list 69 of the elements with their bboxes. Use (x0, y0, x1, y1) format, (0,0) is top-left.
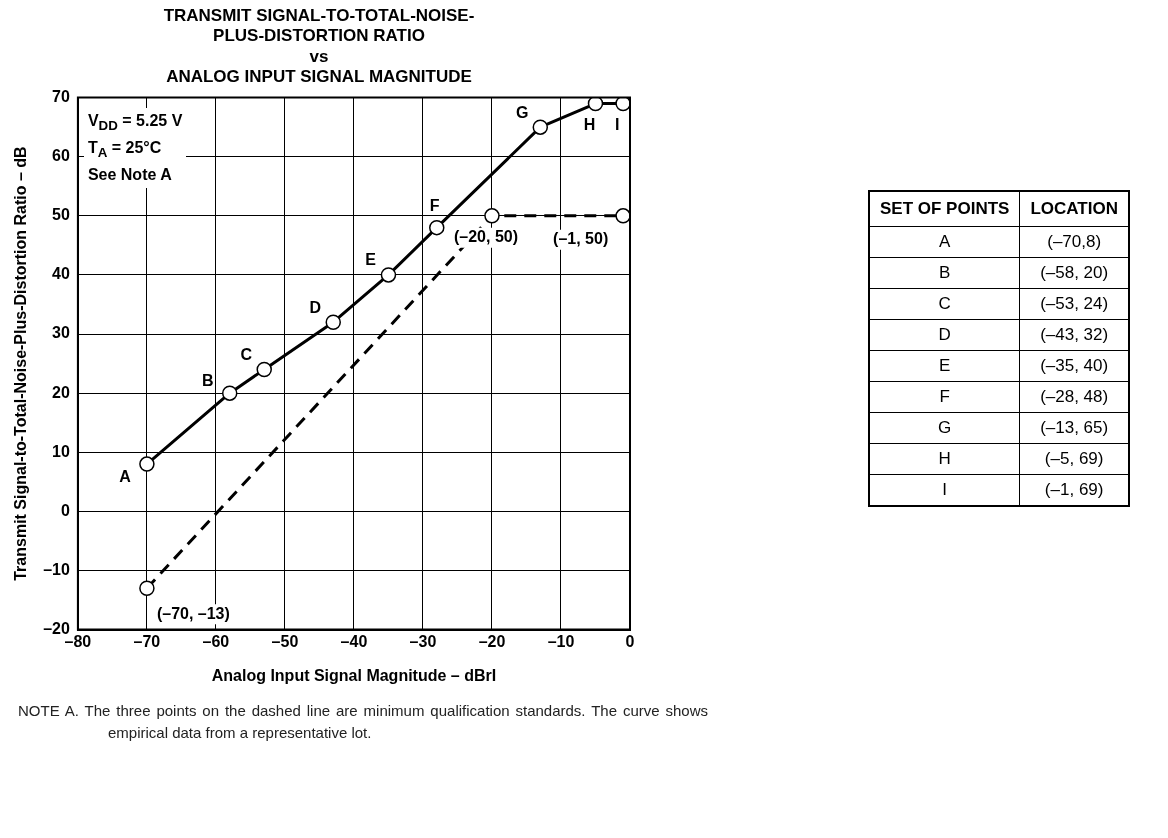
y-tick-label: –20 (43, 620, 70, 638)
text: LOCATION (1019, 191, 1129, 227)
text: (–35, 40) (1019, 350, 1129, 382)
data-label: (–70, –13) (156, 604, 230, 622)
annotation: H (583, 115, 596, 133)
chart-title: TRANSMIT SIGNAL-TO-TOTAL-NOISE- PLUS-DISTORTION RATIO vs ANALOG INPUT SIGNAL MAGNITUDE (163, 5, 475, 87)
x-tick-label: –60 (202, 632, 230, 650)
y-tick-label: 40 (52, 265, 70, 283)
x-axis-title: Analog Input Signal Magnitude – dBrI (211, 666, 497, 684)
annotation: I (614, 115, 620, 133)
annotation: V$_{DD}$ = 5.25 V (87, 111, 183, 133)
text: F (939, 386, 950, 406)
text: E (939, 355, 951, 375)
point (139, 580, 155, 596)
point (256, 361, 272, 378)
x-tick-label: 0 (625, 632, 635, 650)
text: G (938, 417, 952, 437)
text: (–1, 69) (1019, 474, 1129, 506)
text: D (938, 324, 951, 344)
point (532, 119, 549, 135)
y-axis-title: Transmit Signal-to-Total-Noise-Plus-Distortion Ratio – dB (12, 146, 30, 581)
data-label: (–20, 50) (453, 228, 519, 246)
annotation: F (429, 197, 440, 215)
text: A (939, 231, 951, 251)
point (139, 456, 155, 472)
point (587, 97, 604, 112)
x-tick-label: –50 (271, 632, 299, 650)
point (615, 208, 630, 224)
point (380, 267, 397, 283)
y-tick-label: 30 (52, 324, 70, 342)
annotation: A (119, 468, 132, 486)
y-tick-label: 50 (52, 206, 70, 224)
text: (–58, 20) (1019, 257, 1129, 289)
data-label: (–1, 50) (553, 230, 609, 248)
text: H (938, 448, 951, 468)
text: SET OF POINTS (869, 191, 1020, 227)
y-tick-label: 0 (60, 501, 70, 519)
text: C (938, 293, 951, 313)
point (484, 208, 500, 224)
text: B (939, 262, 951, 282)
point (325, 314, 341, 330)
point (221, 385, 238, 401)
annotation: T$_{A}$ = 25°C (87, 138, 162, 160)
text: (–70,8) (1019, 226, 1129, 258)
y-tick-label: 10 (52, 442, 70, 460)
x-tick-label: –40 (340, 632, 368, 650)
annotation: E (365, 251, 377, 269)
y-tick-label: 70 (52, 88, 70, 106)
x-tick-label: –70 (133, 632, 161, 650)
text: I (942, 479, 948, 499)
text: (–28, 48) (1019, 381, 1129, 413)
annotation: G (516, 103, 529, 121)
text: (–13, 65) (1019, 412, 1129, 444)
annotation: B (201, 371, 214, 389)
x-tick-label: –20 (478, 632, 506, 650)
point (615, 97, 630, 112)
annotation: D (309, 298, 322, 316)
point (429, 219, 445, 236)
x-tick-label: –30 (409, 632, 437, 650)
x-tick-label: –10 (547, 632, 575, 650)
y-tick-label: –10 (43, 560, 70, 578)
text: (–43, 32) (1019, 319, 1129, 351)
y-tick-label: 20 (52, 383, 70, 401)
text: (–5, 69) (1019, 443, 1129, 475)
annotation: C (240, 345, 253, 363)
annotation: See Note A (87, 165, 172, 183)
text: (–53, 24) (1019, 288, 1129, 320)
text: NOTE A. The three points on the dashed line are minimum qualification standards. The curve shows empirical data from a representative lot. (18, 701, 708, 743)
y-tick-label: 60 (52, 147, 70, 165)
